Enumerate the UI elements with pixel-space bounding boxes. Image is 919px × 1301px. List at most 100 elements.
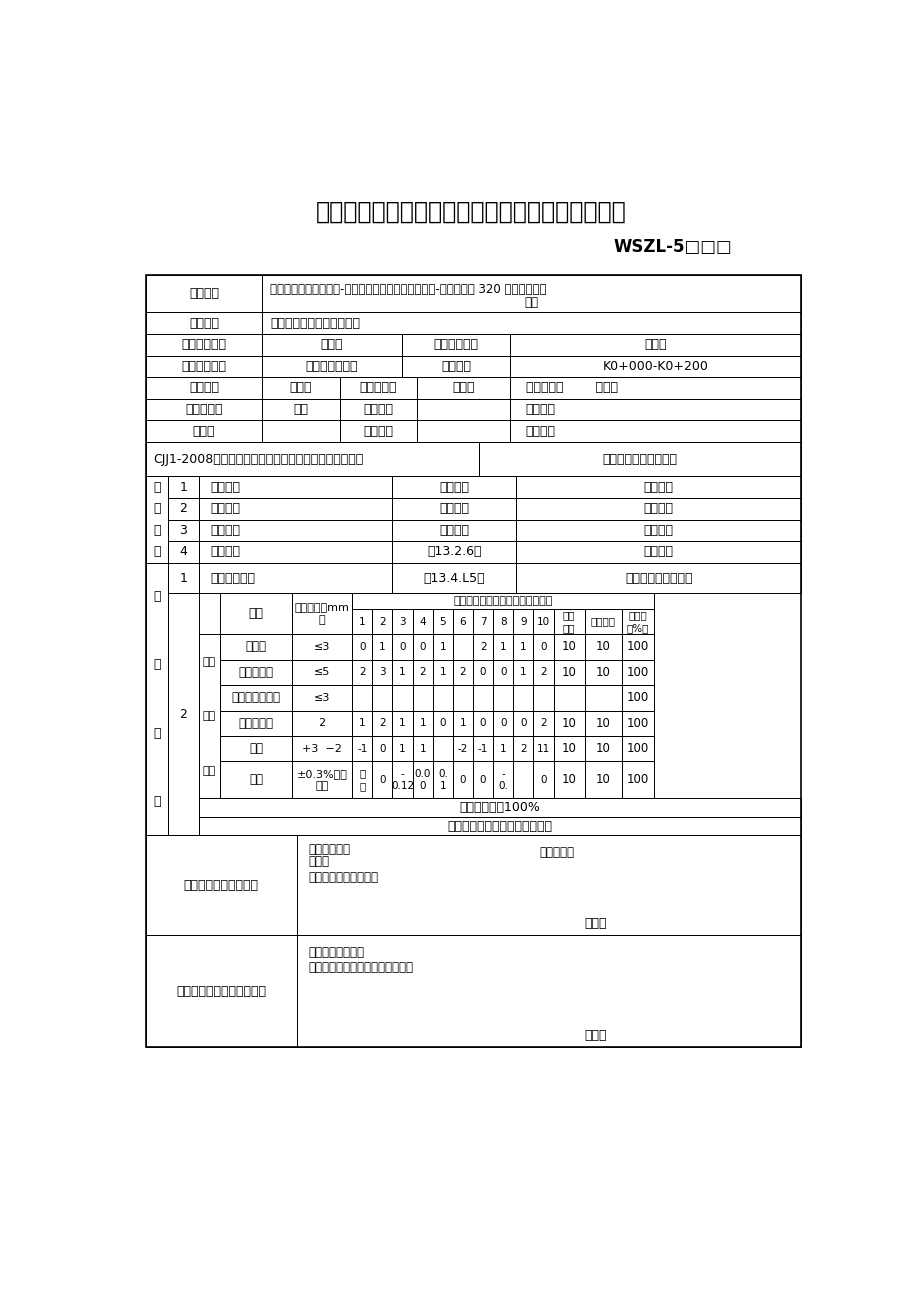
Bar	[553, 609, 584, 635]
Bar	[493, 686, 513, 710]
Bar	[146, 562, 167, 835]
Bar	[372, 660, 392, 686]
Bar	[516, 519, 800, 541]
Text: 1: 1	[179, 481, 187, 493]
Text: 施工单位检查评定结果: 施工单位检查评定结果	[184, 878, 258, 891]
Text: 0: 0	[460, 775, 466, 785]
Bar	[584, 660, 621, 686]
Text: 缝宽: 缝宽	[249, 742, 263, 755]
Text: 分项工程名称: 分项工程名称	[181, 360, 226, 373]
Bar	[452, 736, 472, 761]
Text: 0: 0	[519, 718, 526, 729]
Bar	[372, 761, 392, 799]
Text: 10: 10	[562, 666, 576, 679]
Text: 2: 2	[519, 744, 527, 753]
Text: 2: 2	[318, 718, 325, 729]
Text: 1: 1	[519, 667, 527, 678]
Text: 辛顺德: 辛顺德	[289, 381, 312, 394]
Bar	[199, 519, 392, 541]
Text: -1: -1	[357, 744, 367, 753]
Bar	[199, 635, 221, 799]
Bar	[221, 736, 291, 761]
Text: 1: 1	[179, 571, 187, 584]
Bar	[262, 355, 402, 377]
Text: 平整度: 平整度	[245, 640, 267, 653]
Bar	[432, 635, 452, 660]
Bar	[533, 660, 553, 686]
Bar	[199, 498, 392, 519]
Bar	[392, 686, 412, 710]
Bar	[262, 334, 402, 355]
Text: 允许偏差（mm
）: 允许偏差（mm ）	[294, 602, 349, 624]
Text: 应测
点数: 应测 点数	[562, 610, 574, 632]
Text: 检查结果、实测点偏差值或实测名: 检查结果、实测点偏差值或实测名	[453, 596, 552, 606]
Text: 0: 0	[480, 667, 486, 678]
Text: 允许: 允许	[203, 712, 216, 721]
Text: 监理（建设）单位验收结论: 监理（建设）单位验收结论	[176, 985, 266, 998]
Bar	[553, 686, 584, 710]
Bar	[291, 710, 352, 736]
Bar	[452, 609, 472, 635]
Text: 10: 10	[596, 742, 610, 755]
Text: 0: 0	[539, 775, 546, 785]
Bar	[392, 660, 412, 686]
Text: -
0.: - 0.	[498, 769, 507, 791]
Text: 工程名称: 工程名称	[189, 288, 219, 301]
Text: 分部工程名称: 分部工程名称	[433, 338, 478, 351]
Bar	[533, 761, 553, 799]
Bar	[392, 609, 412, 635]
Text: 检验结论：符合规范及设计要求: 检验结论：符合规范及设计要求	[447, 820, 551, 833]
Bar	[472, 710, 493, 736]
Bar	[392, 476, 516, 498]
Bar	[392, 562, 516, 593]
Bar	[472, 660, 493, 686]
Bar	[262, 312, 800, 334]
Bar	[513, 686, 533, 710]
Bar	[584, 635, 621, 660]
Bar	[513, 710, 533, 736]
Bar	[392, 710, 412, 736]
Bar	[372, 686, 392, 710]
Bar	[146, 476, 167, 562]
Text: 项: 项	[153, 726, 161, 739]
Text: 纵横缝直顺: 纵横缝直顺	[238, 666, 273, 679]
Text: 2: 2	[460, 667, 466, 678]
Bar	[146, 420, 262, 442]
Text: 设计要求: 设计要求	[439, 502, 469, 515]
Bar	[472, 761, 493, 799]
Bar	[167, 562, 199, 593]
Bar	[262, 398, 339, 420]
Bar	[432, 609, 452, 635]
Bar	[352, 761, 372, 799]
Text: 接缝高低差: 接缝高低差	[238, 717, 273, 730]
Text: 0: 0	[419, 641, 425, 652]
Bar	[262, 377, 339, 398]
Bar	[291, 635, 352, 660]
Bar	[472, 736, 493, 761]
Bar	[372, 736, 392, 761]
Text: +3  −2: +3 −2	[301, 744, 342, 753]
Text: 0: 0	[500, 667, 506, 678]
Bar	[513, 736, 533, 761]
Bar	[392, 761, 412, 799]
Text: 单位工程名称: 单位工程名称	[181, 338, 226, 351]
Bar	[402, 355, 510, 377]
Text: 0: 0	[399, 641, 405, 652]
Text: 符合要求: 符合要求	[643, 545, 673, 558]
Bar	[221, 635, 291, 660]
Bar	[417, 420, 510, 442]
Text: CJJ1-2008《城镇道路工程施工与质量验收规范》的规定: CJJ1-2008《城镇道路工程施工与质量验收规范》的规定	[153, 453, 364, 466]
Text: 10: 10	[596, 640, 610, 653]
Text: 石材尺寸: 石材尺寸	[210, 502, 240, 515]
Bar	[352, 609, 372, 635]
Text: 施工负责人        马吉民: 施工负责人 马吉民	[525, 381, 617, 394]
Text: 2: 2	[480, 641, 486, 652]
Bar	[352, 593, 653, 609]
Text: 10: 10	[562, 773, 576, 786]
Bar	[146, 276, 262, 312]
Bar	[432, 686, 452, 710]
Bar	[621, 686, 653, 710]
Bar	[262, 420, 339, 442]
Text: 合格率
（%）: 合格率 （%）	[626, 610, 649, 632]
Text: 2: 2	[379, 718, 385, 729]
